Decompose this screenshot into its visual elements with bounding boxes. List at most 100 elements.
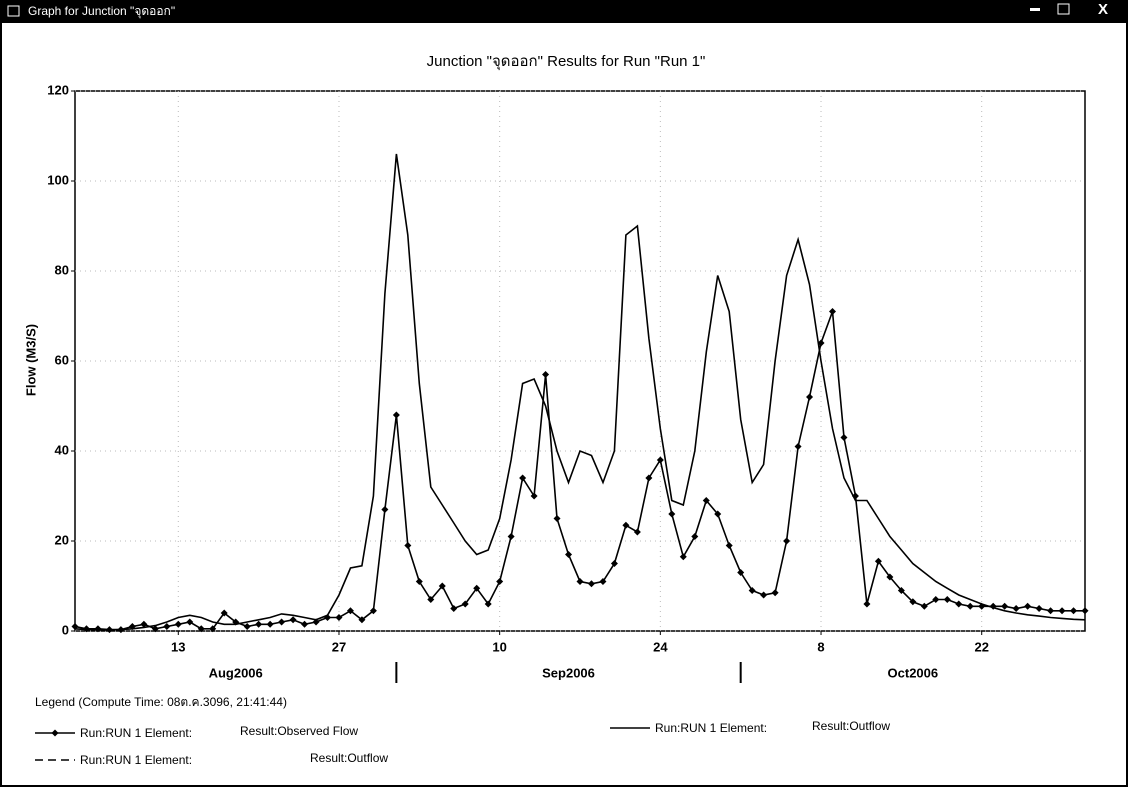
legend-label: Run:RUN 1 Element: (80, 726, 192, 740)
y-tick-label: 120 (47, 82, 69, 97)
y-tick-label: 40 (55, 442, 69, 457)
data-point (920, 602, 928, 610)
data-point (1012, 605, 1020, 612)
data-point (151, 625, 159, 633)
data-point (771, 589, 779, 597)
data-point (645, 474, 653, 482)
data-point (760, 591, 768, 599)
data-point (886, 573, 894, 581)
data-point (576, 578, 584, 585)
y-tick-label: 100 (47, 172, 69, 187)
data-point (358, 616, 366, 624)
data-point (737, 569, 745, 576)
data-point (140, 620, 148, 628)
data-point (289, 616, 297, 624)
data-point (610, 560, 618, 567)
window-frame (0, 21, 1128, 787)
data-point (507, 533, 515, 540)
data-point (381, 506, 389, 513)
data-point (404, 542, 412, 549)
legend-label: Run:RUN 1 Element: (655, 721, 767, 735)
data-point (461, 600, 469, 608)
data-point (702, 497, 710, 504)
minimize-button[interactable] (1030, 8, 1040, 11)
data-point (496, 578, 504, 585)
data-point (874, 557, 882, 565)
data-point (633, 528, 641, 536)
x-tick-label: 13 (171, 639, 185, 654)
data-point (519, 474, 527, 482)
data-point (163, 623, 171, 630)
y-tick-label: 20 (55, 532, 69, 547)
data-point (966, 602, 974, 610)
x-tick-label: 10 (492, 639, 506, 654)
data-point (897, 587, 905, 594)
maximize-button[interactable] (1057, 3, 1070, 15)
data-point (1070, 607, 1078, 615)
data-point (932, 596, 940, 603)
data-point (209, 625, 217, 633)
y-tick-label: 60 (55, 352, 69, 367)
y-tick-label: 80 (55, 262, 69, 277)
legend-result: Result:Outflow (812, 719, 890, 733)
data-point (955, 600, 963, 608)
data-point (679, 553, 687, 561)
data-point (220, 609, 228, 617)
data-point (622, 521, 630, 529)
data-point (909, 598, 917, 606)
x-tick-label: 8 (817, 639, 824, 654)
data-point (542, 371, 550, 378)
data-point (1058, 607, 1066, 615)
data-point (186, 618, 194, 626)
close-button[interactable]: X (1098, 1, 1108, 18)
data-point (438, 582, 446, 590)
data-point (255, 620, 263, 628)
data-point (392, 411, 400, 419)
data-point (346, 607, 354, 615)
data-point (335, 614, 343, 621)
data-point (427, 596, 435, 603)
data-point (783, 537, 791, 545)
data-point (1024, 602, 1032, 610)
data-point (553, 515, 561, 522)
data-point (691, 533, 699, 540)
legend-title: Legend (Compute Time: 08ต.ค.3096, 21:41:… (35, 695, 287, 709)
data-point (278, 618, 286, 626)
data-point (174, 620, 182, 628)
chart-title: Junction "จุดออก" Results for Run "Run 1… (427, 53, 706, 71)
data-point (415, 578, 423, 585)
window-title: Graph for Junction "จุดออก" (28, 4, 175, 19)
data-point (473, 584, 481, 592)
data-point (840, 434, 848, 441)
data-point (450, 605, 458, 612)
data-point (829, 308, 836, 315)
y-axis-label: Flow (M3/S) (23, 324, 38, 396)
month-label: Oct2006 (888, 665, 939, 680)
data-point (656, 456, 664, 464)
data-point (1081, 607, 1089, 615)
data-point (863, 600, 871, 608)
x-tick-label: 27 (332, 639, 346, 654)
legend-result: Result:Outflow (310, 751, 388, 765)
legend-result: Result:Observed Flow (240, 724, 358, 738)
data-point (369, 607, 377, 615)
data-point (82, 625, 90, 633)
month-label: Sep2006 (542, 665, 595, 680)
data-point (794, 443, 802, 450)
title-bar (0, 0, 1128, 22)
data-point (806, 393, 814, 401)
data-point (1035, 605, 1043, 612)
data-point (587, 580, 595, 588)
x-tick-label: 22 (974, 639, 988, 654)
legend-label: Run:RUN 1 Element: (80, 753, 192, 767)
window-icon (7, 5, 20, 17)
data-point (748, 587, 756, 594)
data-point (197, 625, 205, 633)
x-tick-label: 24 (653, 639, 668, 654)
month-label: Aug2006 (209, 665, 263, 680)
data-point (943, 596, 951, 603)
data-point (301, 620, 309, 628)
data-point (1001, 602, 1009, 610)
